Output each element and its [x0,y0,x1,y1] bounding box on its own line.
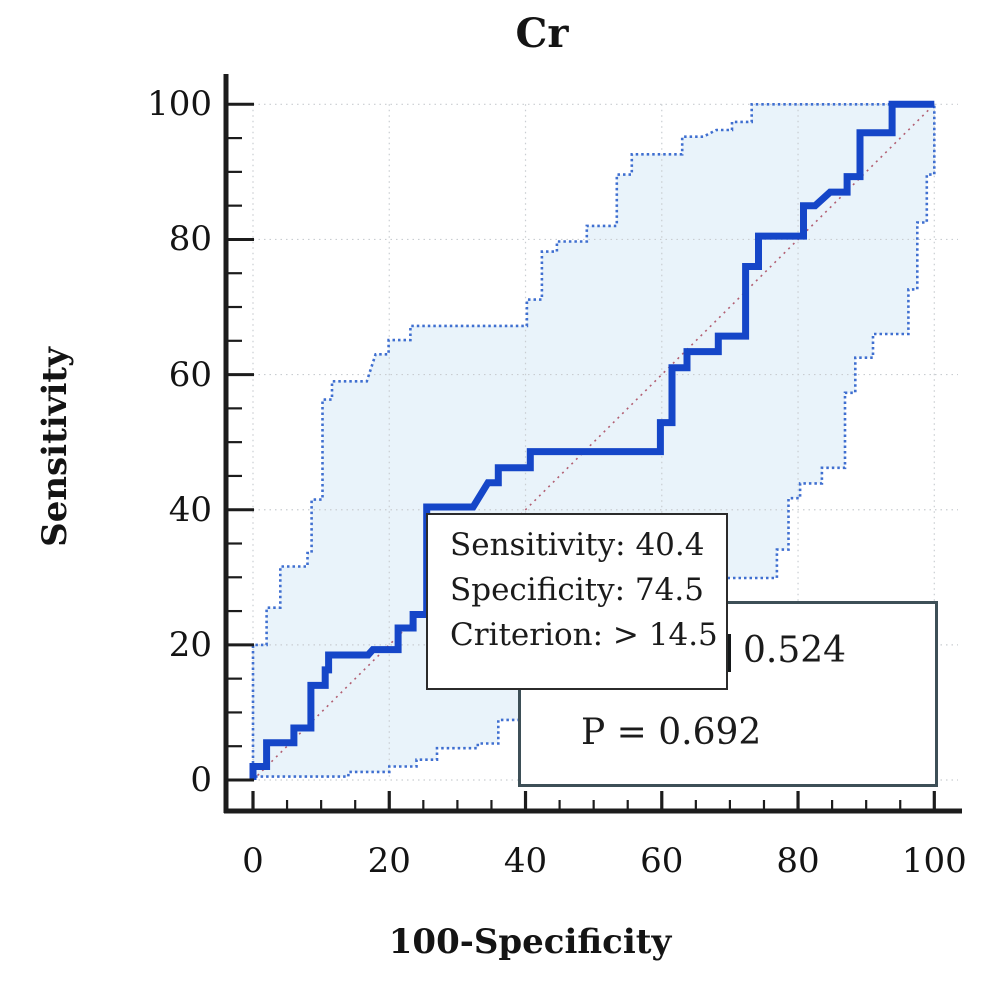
x-tick-label: 80 [776,841,820,881]
y-tick-label: 20 [168,624,212,665]
roc-curve [249,100,935,780]
ci-lower-curve [251,104,936,780]
y-tick-label: 100 [147,84,212,125]
tooltip-line-specificity: Specificity: 74.5 [450,572,704,608]
clipped-text-remnant [727,634,731,672]
chance-diagonal [252,103,935,781]
tooltip-line-sensitivity: Sensitivity: 40.4 [450,527,705,563]
x-tick-label: 100 [901,841,967,881]
p-value: P = 0.692 [581,712,762,753]
y-tick-label: 0 [190,760,212,800]
tooltip-line-criterion: Criterion: > 14.5 [450,617,718,653]
y-tick-label: 80 [168,219,212,260]
y-tick-label: 60 [168,354,212,395]
x-axis-label: 100-Specificity [388,922,672,962]
x-tick-label: 40 [503,841,548,881]
ci-upper-curve [251,103,935,780]
x-tick-label: 60 [640,841,684,881]
criterion-tooltip: Sensitivity: 40.4 Specificity: 74.5 Crit… [426,513,728,690]
x-tick-label: 0 [242,841,264,881]
x-tick-label: 20 [367,841,411,881]
y-tick-label: 40 [168,489,212,530]
auc-value: 0.524 [743,630,847,671]
plot-title: Cr [515,10,569,57]
